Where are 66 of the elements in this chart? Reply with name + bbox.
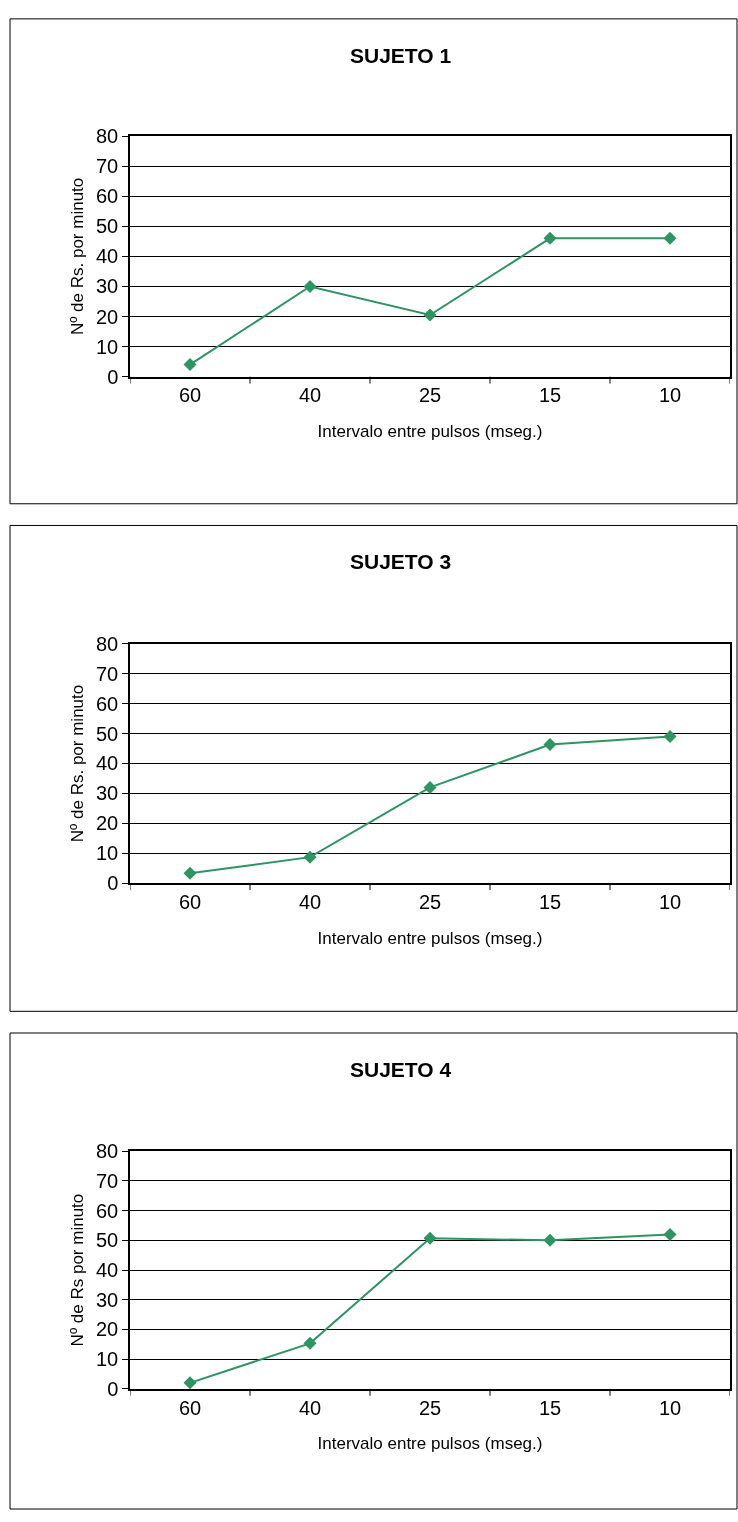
point — [663, 730, 677, 744]
y-tick-label: 40 — [96, 1259, 119, 1282]
y-tick-label: 30 — [96, 275, 119, 298]
point — [183, 866, 197, 880]
y-tick-label: 0 — [107, 1377, 119, 1400]
point — [663, 231, 677, 245]
point — [303, 1336, 317, 1350]
y-tick-label: 60 — [96, 1199, 119, 1222]
x-axis-title: Intervalo entre pulsos (mseg.) — [317, 422, 543, 442]
y-axis-title: Nº de Rs. por minuto — [68, 177, 88, 336]
y-tick-label: 20 — [96, 1318, 119, 1341]
point — [543, 1233, 557, 1247]
x-tick-label: 25 — [418, 384, 442, 407]
chart-title: SUJETO 1 — [350, 44, 452, 67]
x-tick-label: 40 — [298, 890, 322, 913]
y-tick-label: 80 — [96, 632, 119, 655]
x-tick-label: 40 — [298, 384, 322, 407]
y-axis-title: Nº de Rs por minuto — [68, 1193, 88, 1347]
chart-title: SUJETO 3 — [350, 550, 452, 573]
y-tick-label: 70 — [96, 1169, 119, 1192]
point — [423, 308, 437, 322]
y-tick-label: 0 — [107, 365, 119, 388]
y-tick-label: 10 — [96, 842, 119, 865]
y-tick-label: 60 — [96, 692, 119, 715]
x-tick-label: 10 — [658, 1396, 682, 1419]
y-axis-title: Nº de Rs. por minuto — [68, 684, 88, 843]
y-tick-label: 70 — [96, 662, 119, 685]
x-axis-title: Intervalo entre pulsos (mseg.) — [317, 1434, 543, 1454]
x-axis-title: Intervalo entre pulsos (mseg.) — [317, 928, 543, 948]
y-tick-label: 60 — [96, 185, 119, 208]
y-tick-label: 0 — [107, 872, 119, 895]
y-tick-label: 40 — [96, 245, 119, 268]
y-tick-label: 40 — [96, 752, 119, 775]
point — [543, 231, 557, 245]
point — [183, 1376, 197, 1390]
x-tick-label: 10 — [658, 890, 682, 913]
point — [543, 738, 557, 752]
y-tick-label: 20 — [96, 305, 119, 328]
chart-title: SUJETO 4 — [350, 1058, 452, 1081]
point — [423, 780, 437, 794]
y-tick-label: 80 — [96, 125, 119, 148]
x-tick-label: 60 — [178, 890, 202, 913]
y-tick-label: 70 — [96, 155, 119, 178]
x-tick-label: 60 — [178, 384, 202, 407]
x-tick-label: 60 — [178, 1396, 202, 1419]
y-tick-label: 80 — [96, 1140, 119, 1163]
x-tick-label: 25 — [418, 890, 442, 913]
x-tick-label: 40 — [298, 1396, 322, 1419]
y-tick-label: 10 — [96, 335, 119, 358]
y-tick-label: 30 — [96, 782, 119, 805]
x-tick-label: 15 — [538, 1396, 562, 1419]
x-tick-label: 15 — [538, 890, 562, 913]
x-tick-label: 10 — [658, 384, 682, 407]
y-tick-label: 20 — [96, 812, 119, 835]
y-tick-label: 50 — [96, 215, 119, 238]
point — [663, 1227, 677, 1241]
point — [423, 1231, 437, 1245]
y-tick-label: 50 — [96, 1229, 119, 1252]
point — [303, 850, 317, 864]
y-tick-label: 30 — [96, 1288, 119, 1311]
y-tick-label: 10 — [96, 1348, 119, 1371]
y-tick-label: 50 — [96, 722, 119, 745]
x-tick-label: 15 — [538, 384, 562, 407]
point — [303, 279, 317, 293]
x-tick-label: 25 — [418, 1396, 442, 1419]
point — [183, 358, 197, 372]
